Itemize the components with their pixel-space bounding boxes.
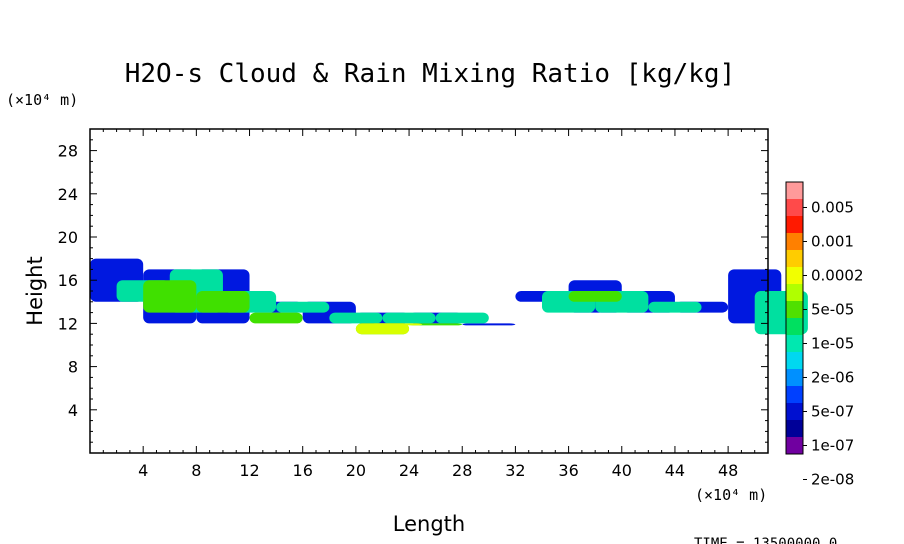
- chart-title: H2O-s Cloud & Rain Mixing Ratio [kg/kg]: [125, 59, 735, 89]
- y-tick-label: 28: [58, 142, 78, 161]
- colorbar-label: 1e-05: [811, 335, 854, 353]
- colorbar-swatch: [786, 233, 803, 251]
- y-tick-label: 8: [68, 358, 78, 377]
- y-axis-label: Height: [23, 256, 47, 325]
- cloud-cell: [409, 323, 463, 326]
- colorbar-swatch: [786, 403, 803, 421]
- colorbar-swatch: [786, 216, 803, 234]
- colorbar: 0.005 0.001 0.0002 5e-05 1e-05 2e-06 5e-07 1e-0…: [785, 181, 864, 489]
- colorbar-swatch: [786, 318, 803, 336]
- colorbar-frame: [785, 181, 804, 455]
- colorbar-swatch: [786, 437, 803, 455]
- colorbar-swatch: [786, 199, 803, 217]
- x-tick-label: 28: [452, 461, 472, 480]
- colorbar-swatch: [786, 182, 803, 200]
- x-tick-label: 16: [293, 461, 313, 480]
- time-annotation: TIME = 13500000.0: [694, 536, 837, 544]
- colorbar-swatch: [786, 250, 803, 268]
- colorbar-swatch: [786, 386, 803, 404]
- colorbar-label: 2e-06: [811, 369, 854, 387]
- x-tick-label: 8: [191, 461, 201, 480]
- cloud-cell: [329, 312, 383, 324]
- colorbar-swatch: [786, 301, 803, 319]
- cloud-cell: [382, 312, 436, 324]
- cloud-cell: [568, 291, 622, 302]
- colorbar-swatch: [786, 369, 803, 387]
- colorbar-swatch: [786, 267, 803, 285]
- y-tick-label: 24: [58, 185, 78, 204]
- colorbar-swatch: [786, 335, 803, 353]
- x-axis-label: Length: [393, 512, 465, 536]
- colorbar-label: 5e-07: [811, 403, 854, 421]
- cloud-cell: [143, 280, 197, 313]
- cloud-cell: [276, 301, 330, 313]
- colorbar-label: 0.005: [811, 199, 854, 217]
- x-tick-label: 44: [665, 461, 685, 480]
- colorbar-label: 1e-07: [811, 437, 854, 455]
- y-axis: 4 8 12 16 20 24 28: [58, 139, 768, 443]
- x-tick-label: 24: [399, 461, 419, 480]
- colorbar-label: 0.001: [811, 233, 854, 251]
- x-tick-label: 20: [346, 461, 366, 480]
- x-tick-label: 36: [558, 461, 578, 480]
- colorbar-swatch: [786, 420, 803, 438]
- x-tick-label: 40: [612, 461, 632, 480]
- colorbar-swatch: [786, 352, 803, 370]
- x-tick-label: 48: [718, 461, 738, 480]
- x-tick-label: 4: [138, 461, 148, 480]
- y-tick-label: 12: [58, 314, 78, 333]
- colorbar-label: 5e-05: [811, 301, 854, 319]
- colorbar-label: 2e-08: [811, 471, 854, 489]
- cloud-cell: [249, 312, 303, 324]
- x-tick-label: 32: [505, 461, 525, 480]
- cloud-field: [90, 258, 808, 335]
- cloud-cell: [355, 323, 410, 335]
- x-axis-unit: (×10⁴ m): [695, 486, 767, 504]
- y-tick-label: 16: [58, 271, 78, 290]
- cloud-cell: [462, 323, 516, 326]
- colorbar-swatch: [786, 284, 803, 302]
- y-axis-unit: (×10⁴ m): [6, 91, 78, 109]
- x-tick-label: 12: [239, 461, 259, 480]
- cloud-cell: [196, 291, 250, 313]
- y-tick-label: 4: [68, 401, 78, 420]
- cloud-cell: [435, 312, 489, 324]
- cloud-cell: [369, 323, 423, 326]
- x-axis: 4 8 12 16 20 24 28 32 36 40 44 48: [102, 129, 756, 480]
- cloud-cell: [648, 301, 702, 313]
- y-tick-label: 20: [58, 228, 78, 247]
- colorbar-label: 0.0002: [811, 267, 864, 285]
